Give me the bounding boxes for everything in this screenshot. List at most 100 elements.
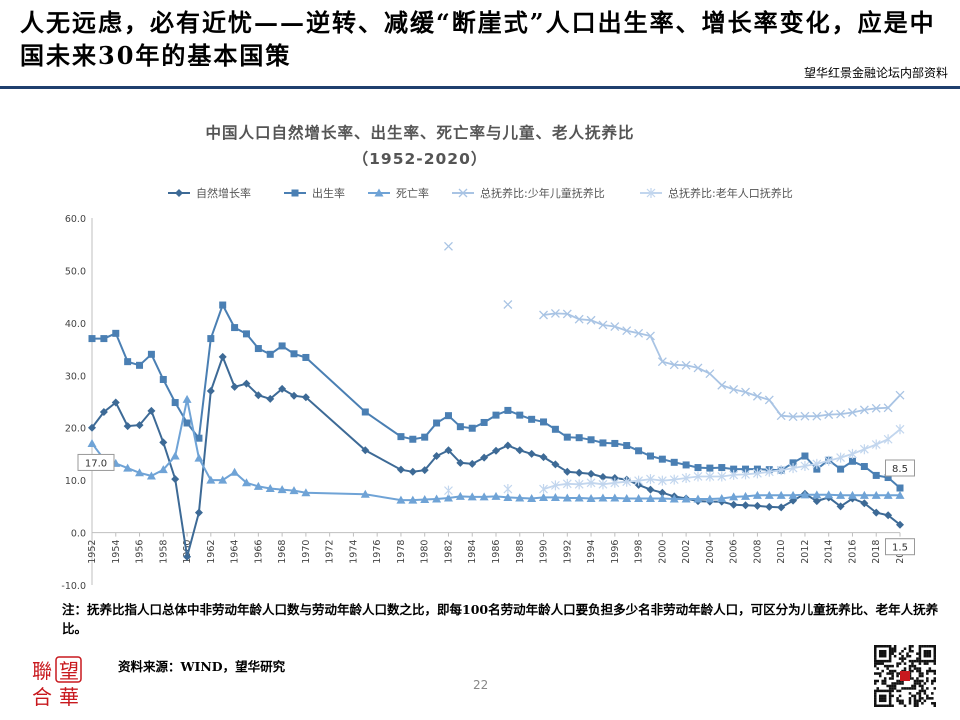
qr-module — [913, 682, 917, 685]
data-point-marker — [587, 436, 595, 444]
qr-module — [876, 667, 880, 670]
data-point-marker — [753, 501, 762, 510]
data-point-marker — [670, 458, 678, 466]
x-tick-label: 1964 — [230, 540, 241, 564]
qr-module — [896, 674, 899, 678]
qr-module — [911, 684, 914, 688]
data-point-marker — [646, 331, 655, 341]
qr-module — [926, 645, 929, 648]
qr-module — [883, 652, 887, 655]
data-point-marker — [574, 493, 584, 502]
data-point-marker — [860, 463, 868, 471]
data-point-marker — [872, 508, 881, 517]
data-point-marker — [539, 453, 548, 462]
qr-module — [891, 652, 894, 655]
data-point-marker — [159, 438, 168, 447]
data-point-marker — [693, 363, 703, 373]
qr-module — [878, 645, 882, 648]
data-point-marker — [374, 188, 384, 197]
qr-module — [881, 649, 884, 653]
qr-module — [908, 687, 912, 690]
data-point-marker — [705, 471, 715, 482]
x-tick-label: 1998 — [634, 540, 645, 564]
qr-module — [874, 692, 877, 695]
qr-module — [878, 652, 882, 655]
qr-module — [923, 692, 927, 695]
qr-module — [874, 647, 877, 651]
qr-module — [908, 692, 912, 695]
data-label: 1.5 — [892, 543, 908, 554]
qr-module — [931, 669, 934, 673]
data-point-marker — [586, 315, 596, 325]
qr-module — [888, 647, 892, 651]
data-point-marker — [230, 467, 240, 476]
legend-item: 死亡率 — [368, 186, 429, 200]
y-tick-label: 10.0 — [65, 476, 86, 487]
data-point-marker — [718, 464, 726, 472]
qr-module — [916, 669, 919, 673]
data-point-marker — [242, 330, 250, 338]
qr-module — [874, 704, 877, 707]
qr-module — [908, 697, 912, 700]
data-point-marker — [693, 471, 703, 482]
qr-module — [906, 654, 909, 658]
x-tick-label: 1952 — [87, 540, 98, 564]
qr-module — [883, 679, 887, 683]
data-point-marker — [421, 433, 429, 441]
qr-module — [928, 659, 932, 663]
data-point-marker — [242, 379, 251, 388]
data-point-marker — [291, 189, 299, 197]
qr-module — [896, 662, 899, 665]
data-point-marker — [657, 493, 667, 502]
data-point-marker — [433, 419, 441, 427]
data-point-marker — [361, 446, 370, 455]
qr-module — [881, 654, 884, 658]
qr-module — [933, 645, 936, 648]
data-point-marker — [479, 492, 489, 501]
qr-module — [928, 652, 932, 655]
footnote: 注：抚养比指人口总体中非劳动年龄人口数与劳动年龄人口数之比，即每100名劳动年龄… — [62, 602, 939, 636]
qr-module — [933, 679, 936, 683]
data-point-marker — [254, 391, 263, 400]
qr-module — [923, 682, 927, 685]
x-tick-label: 1958 — [158, 540, 169, 564]
qr-module — [876, 689, 880, 693]
qr-module — [921, 674, 924, 678]
data-point-marker — [729, 492, 739, 501]
qr-module — [908, 647, 912, 651]
data-point-marker — [277, 485, 287, 494]
qr-module — [891, 672, 894, 675]
qr-module — [916, 659, 919, 663]
qr-module — [874, 652, 877, 655]
data-point-marker — [836, 452, 846, 463]
qr-module — [918, 667, 922, 670]
qr-code[interactable] — [874, 645, 936, 707]
data-point-marker — [788, 463, 798, 474]
qr-module — [903, 687, 907, 690]
data-point-marker — [562, 493, 572, 502]
qr-module — [931, 697, 934, 700]
data-point-marker — [622, 493, 632, 502]
data-point-marker — [503, 441, 512, 450]
qr-module — [926, 672, 929, 675]
qr-module — [923, 645, 927, 648]
data-point-marker — [361, 408, 369, 416]
qr-module — [888, 645, 892, 648]
qr-module — [933, 704, 936, 707]
qr-module — [893, 645, 897, 648]
series-group: 8.5 — [88, 301, 915, 492]
qr-module — [908, 659, 912, 663]
data-point-marker — [598, 320, 608, 330]
data-point-marker — [266, 394, 275, 403]
data-point-marker — [800, 460, 810, 471]
qr-module — [908, 664, 912, 668]
qr-module — [916, 679, 919, 683]
data-point-marker — [147, 350, 155, 358]
logo-char: 聯 — [32, 659, 52, 683]
data-point-marker — [586, 477, 596, 488]
qr-module — [881, 659, 884, 663]
data-point-marker — [503, 300, 513, 309]
data-point-marker — [682, 461, 690, 469]
x-tick-label: 2012 — [800, 540, 811, 564]
qr-module — [911, 664, 914, 668]
